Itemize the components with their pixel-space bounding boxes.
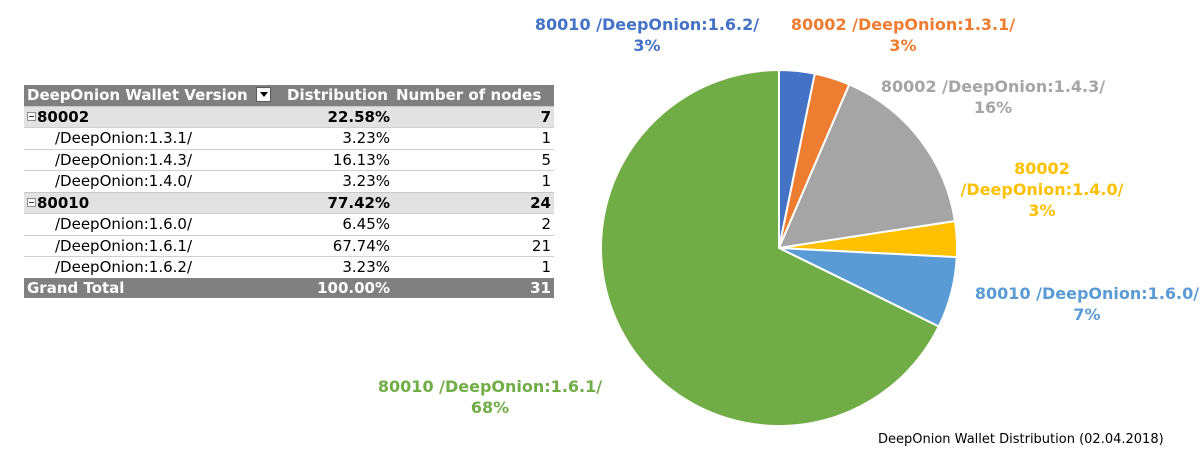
table-row[interactable]: /DeepOnion:1.4.3/ 16.13% 5 (24, 148, 554, 171)
version-nodes: 1 (393, 127, 554, 149)
slice-label-line: 80010 /DeepOnion:1.6.1/ (378, 377, 602, 396)
pivot-header-row: DeepOnion Wallet Version Distribution Nu… (24, 85, 554, 106)
slice-label-line: 80002 /DeepOnion:1.4.3/ (881, 77, 1105, 96)
slice-label-line: 68% (471, 398, 509, 417)
slice-data-label: 80002/DeepOnion:1.4.0/3% (961, 159, 1124, 220)
version-nodes: 1 (393, 256, 554, 278)
slice-data-label: 80010 /DeepOnion:1.6.1/68% (378, 377, 602, 417)
header-wallet-version[interactable]: DeepOnion Wallet Version (24, 85, 284, 106)
version-distribution: 3.23% (284, 256, 393, 278)
slice-data-label: 80010 /DeepOnion:1.6.2/3% (535, 15, 759, 55)
slice-label-line: 7% (1073, 305, 1100, 324)
table-row[interactable]: /DeepOnion:1.3.1/ 3.23% 1 (24, 127, 554, 149)
version-nodes: 5 (393, 148, 554, 171)
slice-label-line: 80002 (1014, 159, 1070, 178)
version-distribution: 16.13% (284, 148, 393, 171)
header-distribution: Distribution (284, 85, 393, 106)
grand-total-nodes: 31 (393, 277, 554, 298)
table-row[interactable]: /DeepOnion:1.4.0/ 3.23% 1 (24, 170, 554, 192)
slice-data-label: 80010 /DeepOnion:1.6.0/7% (975, 284, 1199, 324)
version-nodes: 2 (393, 213, 554, 235)
slice-label-line: 3% (889, 36, 916, 55)
version-label: /DeepOnion:1.3.1/ (24, 127, 284, 149)
version-distribution: 3.23% (284, 127, 393, 149)
group-nodes: 24 (393, 191, 554, 214)
header-wallet-version-label: DeepOnion Wallet Version (27, 86, 248, 105)
group-distribution: 22.58% (284, 105, 393, 128)
table-row[interactable]: /DeepOnion:1.6.1/ 67.74% 21 (24, 234, 554, 257)
version-distribution: 3.23% (284, 170, 393, 192)
version-label: /DeepOnion:1.4.0/ (24, 170, 284, 192)
slice-label-line: 16% (974, 98, 1012, 117)
slice-label-line: 80010 /DeepOnion:1.6.2/ (535, 15, 759, 34)
slice-label-line: 80010 /DeepOnion:1.6.0/ (975, 284, 1199, 303)
slice-data-label: 80002 /DeepOnion:1.4.3/16% (881, 77, 1105, 117)
grand-total-label: Grand Total (24, 277, 284, 298)
table-row[interactable]: /DeepOnion:1.6.0/ 6.45% 2 (24, 213, 554, 235)
pie-slice[interactable] (777, 83, 957, 250)
pie-slice[interactable] (600, 68, 941, 427)
group-row-80002[interactable]: 80002 22.58% 7 (24, 105, 554, 128)
slice-label-line: 80002 /DeepOnion:1.3.1/ (791, 15, 1015, 34)
version-distribution: 6.45% (284, 213, 393, 235)
slice-label-line: 3% (1028, 201, 1055, 220)
collapse-icon[interactable] (27, 111, 36, 121)
slice-data-label: 80002 /DeepOnion:1.3.1/3% (791, 15, 1015, 55)
version-label: /DeepOnion:1.6.0/ (24, 213, 284, 235)
grand-total-distribution: 100.00% (284, 277, 393, 298)
slice-label-line: /DeepOnion:1.4.0/ (961, 180, 1124, 199)
slice-label-line: 3% (633, 36, 660, 55)
group-label: 80002 (24, 105, 284, 128)
version-label: /DeepOnion:1.6.1/ (24, 234, 284, 257)
version-nodes: 1 (393, 170, 554, 192)
group-row-80010[interactable]: 80010 77.42% 24 (24, 191, 554, 214)
group-label: 80010 (24, 191, 284, 214)
group-nodes: 7 (393, 105, 554, 128)
table-row[interactable]: /DeepOnion:1.6.2/ 3.23% 1 (24, 256, 554, 278)
version-label: /DeepOnion:1.4.3/ (24, 148, 284, 171)
collapse-icon[interactable] (27, 197, 36, 207)
header-number-of-nodes: Number of nodes (393, 85, 554, 106)
version-label: /DeepOnion:1.6.2/ (24, 256, 284, 278)
filter-dropdown-icon[interactable] (255, 87, 271, 103)
pivot-table: DeepOnion Wallet Version Distribution Nu… (24, 85, 554, 298)
version-distribution: 67.74% (284, 234, 393, 257)
group-distribution: 77.42% (284, 191, 393, 214)
version-nodes: 21 (393, 234, 554, 257)
group-label-text: 80010 (37, 193, 90, 212)
chart-title: DeepOnion Wallet Distribution (02.04.201… (878, 432, 1164, 447)
group-label-text: 80002 (37, 107, 90, 126)
grand-total-row[interactable]: Grand Total 100.00% 31 (24, 277, 554, 298)
